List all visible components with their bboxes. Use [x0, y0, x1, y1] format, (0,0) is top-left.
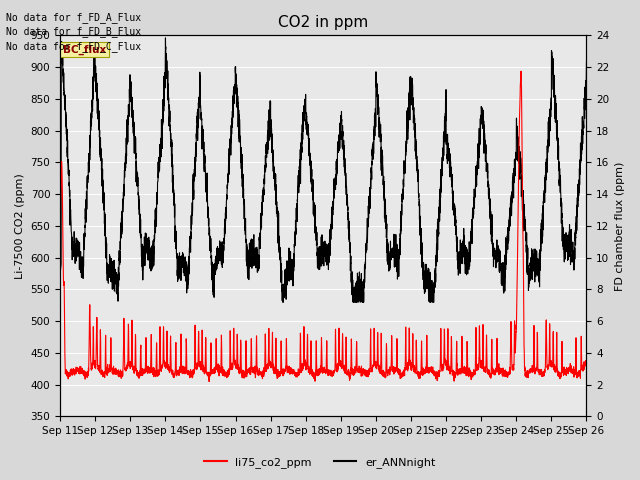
- Y-axis label: Li-7500 CO2 (ppm): Li-7500 CO2 (ppm): [15, 173, 25, 279]
- Legend: li75_co2_ppm, er_ANNnight: li75_co2_ppm, er_ANNnight: [200, 452, 440, 472]
- Text: No data for f_FD_B_Flux: No data for f_FD_B_Flux: [6, 26, 141, 37]
- Y-axis label: FD chamber flux (ppm): FD chamber flux (ppm): [615, 161, 625, 290]
- Text: BC_flux: BC_flux: [63, 45, 106, 55]
- Text: No data for f_FD_C_Flux: No data for f_FD_C_Flux: [6, 41, 141, 52]
- Text: No data for f_FD_A_Flux: No data for f_FD_A_Flux: [6, 12, 141, 23]
- Title: CO2 in ppm: CO2 in ppm: [278, 15, 369, 30]
